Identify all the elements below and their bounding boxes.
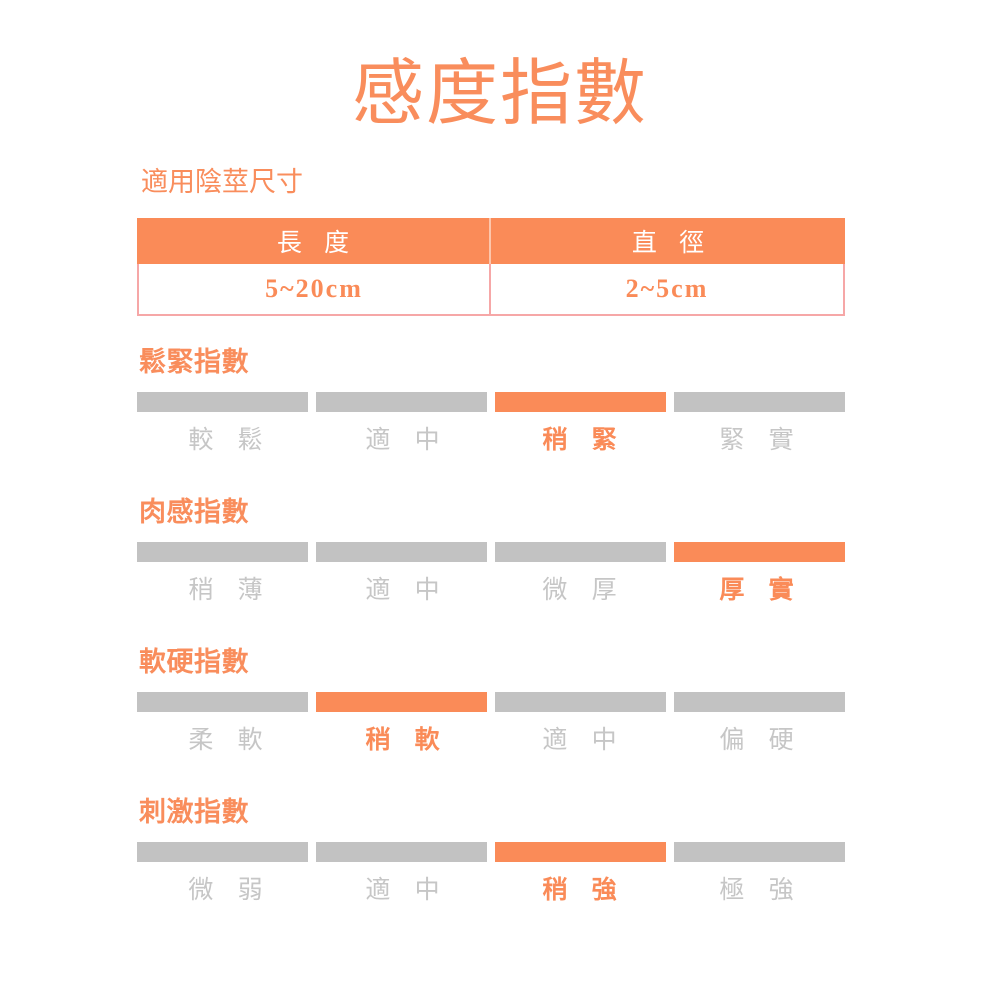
meter-segment-3 <box>495 842 666 862</box>
meter-label-2: 稍 軟 <box>365 727 449 754</box>
page-title: 感度指數 <box>351 54 648 134</box>
section-title-fleshiness: 肉感指數 <box>139 497 249 527</box>
size-table: 長 度 直 徑 5~20cm 2~5cm <box>137 218 845 318</box>
meter-label-3: 稍 緊 <box>542 427 626 454</box>
meter-label-4: 厚 實 <box>719 577 803 604</box>
section-softness: 軟硬指數 柔 軟 稍 軟 適 中 偏 硬 <box>137 646 845 756</box>
meter-segment-4 <box>674 392 845 412</box>
meter-segment-2 <box>316 542 487 562</box>
section-title-softness: 軟硬指數 <box>139 647 249 677</box>
meter-segment-2 <box>316 692 487 712</box>
meter-segment-3 <box>495 542 666 562</box>
size-table-header-length: 長 度 <box>137 218 491 264</box>
meter-label-1: 較 鬆 <box>188 427 272 454</box>
size-table-header-row: 長 度 直 徑 <box>137 218 845 264</box>
section-stimulation: 刺激指數 微 弱 適 中 稍 強 極 強 <box>137 796 845 906</box>
meter-label-1: 柔 軟 <box>188 727 272 754</box>
meter-segment-2 <box>316 392 487 412</box>
meter-label-1: 稍 薄 <box>188 577 272 604</box>
meter-label-4: 偏 硬 <box>719 727 803 754</box>
meter-label-3: 適 中 <box>542 727 626 754</box>
section-title-stimulation: 刺激指數 <box>139 797 249 827</box>
meter-segment-4 <box>674 842 845 862</box>
meter-tightness <box>137 392 845 412</box>
section-title-tightness: 鬆緊指數 <box>139 347 249 377</box>
meter-labels-fleshiness: 稍 薄 適 中 微 厚 厚 實 <box>137 576 845 606</box>
size-table-value-length: 5~20cm <box>139 264 491 314</box>
meter-fleshiness <box>137 542 845 562</box>
meter-segment-1 <box>137 692 308 712</box>
meter-segment-4 <box>674 692 845 712</box>
meter-label-1: 微 弱 <box>188 877 272 904</box>
meter-label-2: 適 中 <box>365 877 449 904</box>
meter-label-4: 極 強 <box>719 877 803 904</box>
meter-label-2: 適 中 <box>365 427 449 454</box>
section-tightness: 鬆緊指數 較 鬆 適 中 稍 緊 緊 實 <box>137 346 845 456</box>
meter-segment-4 <box>674 542 845 562</box>
meter-labels-tightness: 較 鬆 適 中 稍 緊 緊 實 <box>137 426 845 456</box>
meter-segment-2 <box>316 842 487 862</box>
meter-segment-3 <box>495 392 666 412</box>
meter-stimulation <box>137 842 845 862</box>
meter-label-2: 適 中 <box>365 577 449 604</box>
meter-segment-3 <box>495 692 666 712</box>
meter-labels-softness: 柔 軟 稍 軟 適 中 偏 硬 <box>137 726 845 756</box>
meter-segment-1 <box>137 392 308 412</box>
size-table-caption: 適用陰莖尺寸 <box>141 167 303 197</box>
size-table-value-diameter: 2~5cm <box>625 274 709 303</box>
size-table-value-row: 5~20cm 2~5cm <box>137 264 845 316</box>
meter-label-3: 微 厚 <box>542 577 626 604</box>
meter-softness <box>137 692 845 712</box>
size-table-header-diameter: 直 徑 <box>631 230 713 257</box>
meter-label-4: 緊 實 <box>719 427 803 454</box>
meter-labels-stimulation: 微 弱 適 中 稍 強 極 強 <box>137 876 845 906</box>
meter-segment-1 <box>137 842 308 862</box>
section-fleshiness: 肉感指數 稍 薄 適 中 微 厚 厚 實 <box>137 496 845 606</box>
meter-label-3: 稍 強 <box>542 877 626 904</box>
meter-segment-1 <box>137 542 308 562</box>
